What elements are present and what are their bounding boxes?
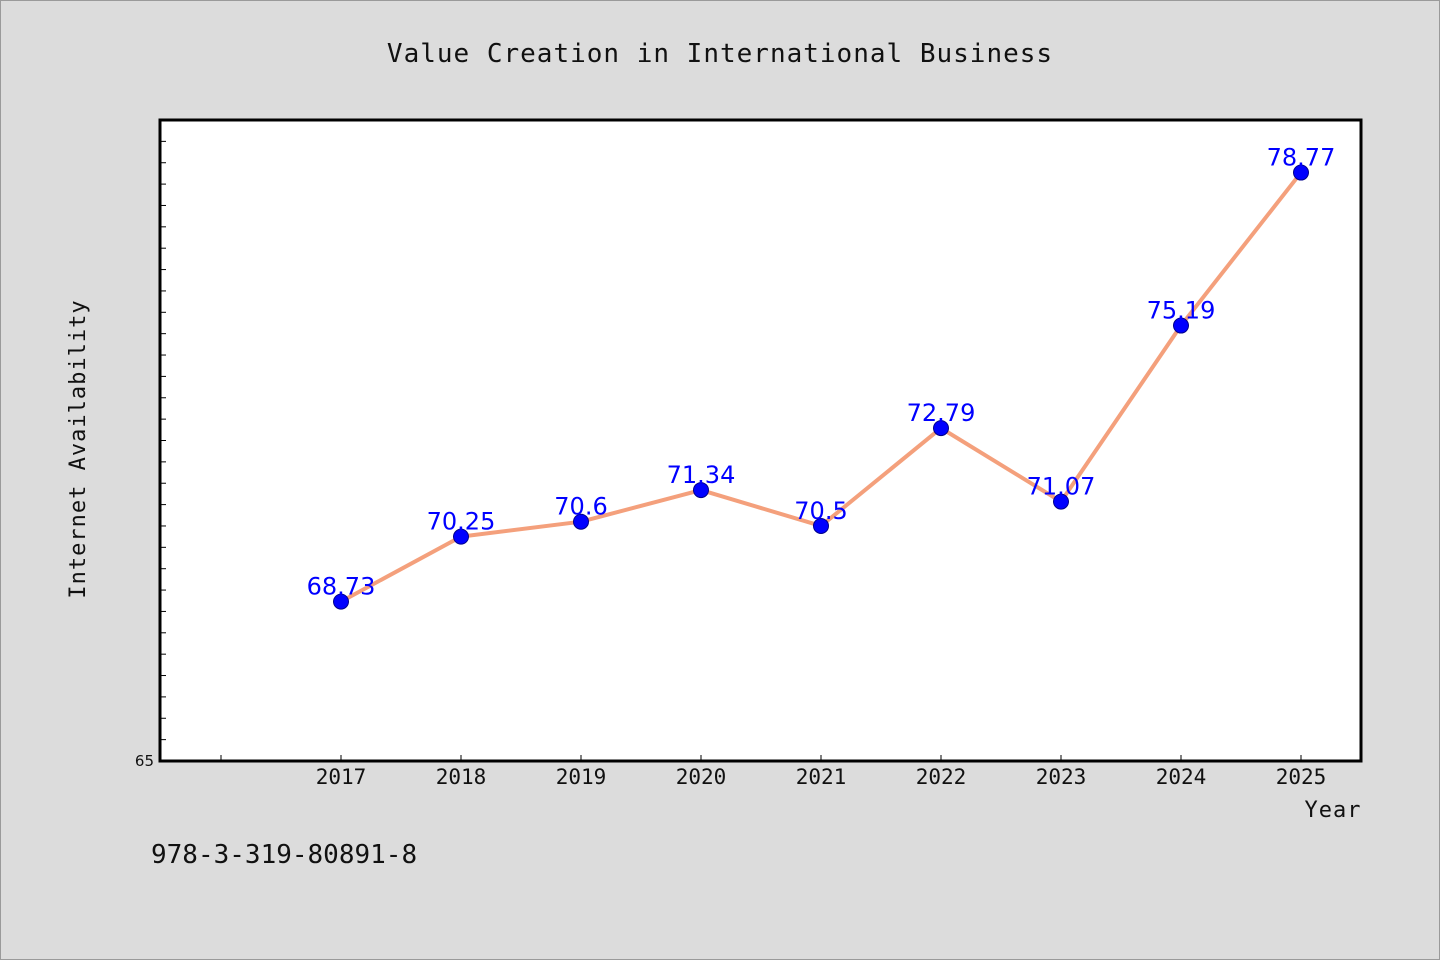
plot-area — [158, 118, 1363, 763]
x-tick-label: 2024 — [1156, 765, 1207, 789]
data-label: 71.07 — [1027, 473, 1096, 501]
x-tick-label: 2018 — [436, 765, 487, 789]
series-layer: 68.73 70.25 70.6 71.34 70.5 72.79 71.07 75.19 78… — [307, 144, 1336, 610]
y-axis-label: Internet Availability — [66, 299, 91, 598]
data-label: 70.5 — [794, 497, 847, 525]
data-label: 78.77 — [1267, 144, 1336, 172]
data-point — [1173, 317, 1189, 334]
x-tick-label: 2019 — [556, 765, 607, 789]
data-label: 72.79 — [907, 399, 976, 427]
x-tick-label: 2021 — [796, 765, 847, 789]
data-label: 70.25 — [427, 508, 496, 536]
data-point — [693, 482, 709, 499]
footnote-isbn: 978-3-319-80891-8 — [151, 840, 417, 870]
data-point — [573, 513, 589, 530]
x-axis-ticks: 2017 2018 2019 2020 2021 2022 2023 2024 2025 — [220, 755, 1327, 789]
y-axis-ticks: 65 — [135, 140, 166, 770]
x-tick-label: 2022 — [916, 765, 967, 789]
x-tick-label: 2017 — [316, 765, 367, 789]
data-point — [1293, 164, 1309, 181]
data-point — [933, 420, 949, 437]
data-label: 70.6 — [554, 493, 607, 521]
y-tick-label: 65 — [135, 752, 154, 770]
x-tick-label: 2023 — [1036, 765, 1087, 789]
data-point — [333, 593, 349, 610]
data-point — [813, 517, 829, 534]
x-tick-label: 2025 — [1276, 765, 1327, 789]
data-label: 68.73 — [307, 573, 376, 601]
data-label: 71.34 — [667, 461, 736, 489]
data-label: 75.19 — [1147, 297, 1216, 325]
x-tick-label: 2020 — [676, 765, 727, 789]
data-point — [453, 528, 469, 545]
data-point — [1053, 493, 1069, 510]
x-axis-label: Year — [1305, 798, 1362, 823]
chart-title: Value Creation in International Business — [387, 39, 1053, 69]
